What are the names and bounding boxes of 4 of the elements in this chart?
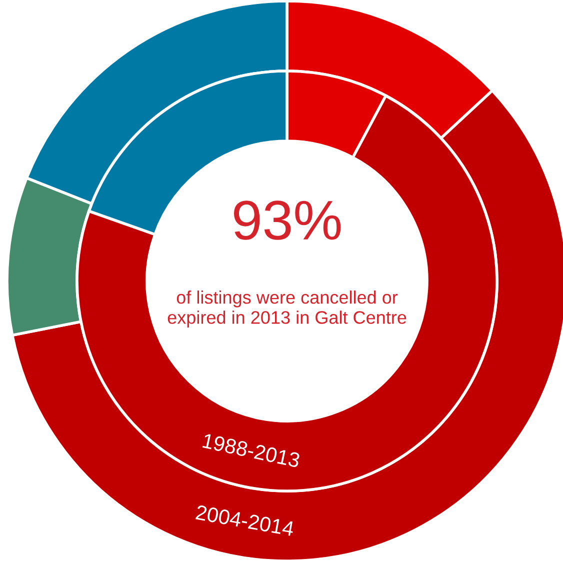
slice-label: 2004-2014 — [195, 504, 295, 536]
text: 93% — [234, 200, 341, 240]
text: of listings were cancelled or expired in 2013 in Galt Centre — [168, 290, 406, 328]
slice-label: 1988-2013 — [202, 433, 300, 468]
